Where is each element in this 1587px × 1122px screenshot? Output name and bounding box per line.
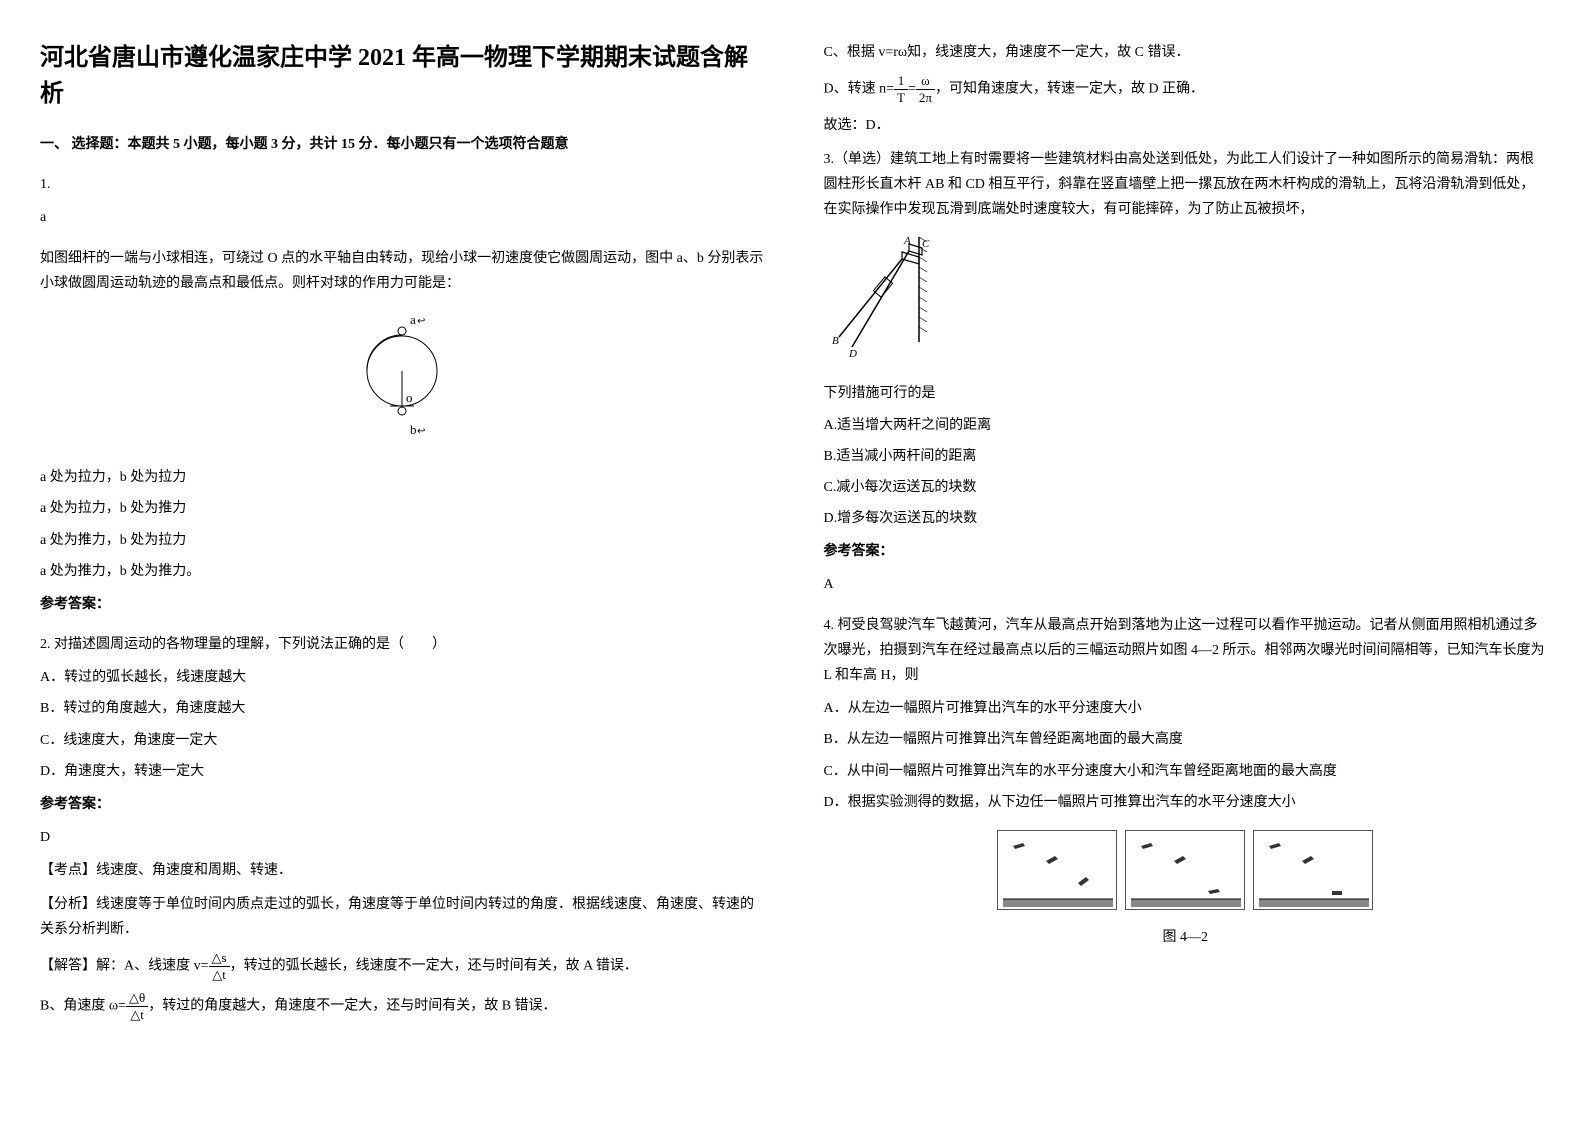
question-stem: 对描述圆周运动的各物理量的理解，下列说法正确的是（ ）: [54, 637, 446, 652]
label-a: a: [410, 312, 416, 327]
option-b: B.适当减小两杆间的距离: [824, 444, 1548, 469]
solve-b-pre: B、角速度: [40, 998, 109, 1013]
question-text: 2. 对描述圆周运动的各物理量的理解，下列说法正确的是（ ）: [40, 632, 764, 657]
question-2: 2. 对描述圆周运动的各物理量的理解，下列说法正确的是（ ） A．转过的弧长越长…: [40, 632, 764, 1022]
numerator: △θ: [126, 990, 148, 1007]
fraction: △θ△t: [126, 990, 148, 1022]
solve-a-pre: 【解答】解：A、线速度 v=: [40, 958, 209, 973]
option-a: A．转过的弧长越长，线速度越大: [40, 665, 764, 690]
label-o: o: [406, 390, 413, 405]
solve-d: D、转速 n=1T=ω2π，可知角速度大，转速一定大，故 D 正确．: [824, 73, 1548, 105]
question-1: 1. a 如图细杆的一端与小球相连，可绕过 O 点的水平轴自由转动，现给小球一初…: [40, 172, 764, 617]
label-b: b: [410, 422, 417, 437]
question-text: 3.（单选）建筑工地上有时需要将一些建筑材料由高处送到低处，为此工人们设计了一种…: [824, 147, 1548, 223]
section-header: 一、 选择题：本题共 5 小题，每小题 3 分，共计 15 分．每小题只有一个选…: [40, 132, 764, 157]
photo-figure-container: 图 4—2: [824, 830, 1548, 950]
answer-label: 参考答案：: [824, 539, 1548, 564]
option-b: B．从左边一幅照片可推算出汽车曾经距离地面的最大高度: [824, 727, 1548, 752]
option-b: a 处为拉力，b 处为推力: [40, 496, 764, 521]
photo-frame-1: [997, 830, 1117, 910]
fraction-1: 1T: [894, 73, 908, 105]
option-d: a 处为推力，b 处为推力。: [40, 559, 764, 584]
fraction: △s△t: [209, 950, 230, 982]
question-4: 4. 柯受良驾驶汽车飞越黄河，汽车从最高点开始到落地为止这一过程可以看作平抛运动…: [824, 613, 1548, 951]
solve-d-pre: D、转速 n=: [824, 82, 895, 97]
figure-label: 图 4—2: [824, 925, 1548, 950]
sub-letter: a: [40, 205, 764, 230]
question-text: 4. 柯受良驾驶汽车飞越黄河，汽车从最高点开始到落地为止这一过程可以看作平抛运动…: [824, 613, 1548, 689]
option-a: a 处为拉力，b 处为拉力: [40, 465, 764, 490]
option-d: D．根据实验测得的数据，从下边任一幅照片可推算出汽车的水平分速度大小: [824, 790, 1548, 815]
denominator: 2π: [916, 90, 935, 106]
svg-text:A: A: [903, 235, 911, 247]
option-a: A.适当增大两杆之间的距离: [824, 413, 1548, 438]
slide-diagram: A C B D: [824, 232, 964, 371]
denominator: T: [894, 90, 908, 106]
left-column: 河北省唐山市遵化温家庄中学 2021 年高一物理下学期期末试题含解析 一、 选择…: [40, 40, 764, 1037]
choice-intro: 下列措施可行的是: [824, 381, 1548, 406]
question-stem: （单选）建筑工地上有时需要将一些建筑材料由高处送到低处，为此工人们设计了一种如图…: [824, 152, 1535, 217]
numerator: 1: [894, 73, 908, 90]
svg-text:↩: ↩: [417, 426, 425, 437]
exam-title: 河北省唐山市遵化温家庄中学 2021 年高一物理下学期期末试题含解析: [40, 40, 764, 112]
option-d: D．角速度大，转速一定大: [40, 759, 764, 784]
photo-frame-2: [1125, 830, 1245, 910]
solve-a: 【解答】解：A、线速度 v=△s△t，转过的弧长越长，线速度不一定大，还与时间有…: [40, 950, 764, 982]
answer-label: 参考答案：: [40, 792, 764, 817]
question-number: 2.: [40, 637, 54, 652]
solve-b: B、角速度 ω=△θ△t，转过的角度越大，角速度不一定大，还与时间有关，故 B …: [40, 990, 764, 1022]
photo-diagram: [824, 830, 1548, 910]
question-3: 3.（单选）建筑工地上有时需要将一些建筑材料由高处送到低处，为此工人们设计了一种…: [824, 147, 1548, 598]
answer-value: D: [40, 825, 764, 850]
denominator: △t: [209, 967, 230, 983]
numerator: △s: [209, 950, 230, 967]
option-c: C．线速度大，角速度一定大: [40, 728, 764, 753]
option-b: B．转过的角度越大，角速度越大: [40, 696, 764, 721]
svg-text:D: D: [848, 348, 857, 360]
analysis-text: 【分析】线速度等于单位时间内质点走过的弧长，角速度等于单位时间内转过的角度．根据…: [40, 892, 764, 942]
question-number: 3.: [824, 152, 835, 167]
option-c: C．从中间一幅照片可推算出汽车的水平分速度大小和汽车曾经距离地面的最大高度: [824, 759, 1548, 784]
circle-diagram: a ↩ o b ↩: [342, 306, 462, 455]
answer-label: 参考答案：: [40, 592, 764, 617]
question-text: 如图细杆的一端与小球相连，可绕过 O 点的水平轴自由转动，现给小球一初速度使它做…: [40, 246, 764, 296]
option-c: a 处为推力，b 处为拉力: [40, 528, 764, 553]
analysis-topic: 【考点】线速度、角速度和周期、转速．: [40, 858, 764, 883]
denominator: △t: [126, 1007, 148, 1023]
answer-value: A: [824, 572, 1548, 597]
option-d: D.增多每次运送瓦的块数: [824, 506, 1548, 531]
solve-c: C、根据 v=rω知，线速度大，角速度不一定大，故 C 错误．: [824, 40, 1548, 65]
question-stem: 柯受良驾驶汽车飞越黄河，汽车从最高点开始到落地为止这一过程可以看作平抛运动。记者…: [824, 618, 1545, 683]
right-column: C、根据 v=rω知，线速度大，角速度不一定大，故 C 错误． D、转速 n=1…: [824, 40, 1548, 1037]
question-number: 1.: [40, 172, 764, 197]
photo-frame-3: [1253, 830, 1373, 910]
omega: ω=: [109, 998, 126, 1013]
option-c: C.减小每次运送瓦的块数: [824, 475, 1548, 500]
fraction-2: ω2π: [916, 73, 935, 105]
question-number: 4.: [824, 618, 838, 633]
conclusion: 故选：D．: [824, 113, 1548, 138]
svg-text:B: B: [832, 335, 839, 347]
numerator: ω: [916, 73, 935, 90]
solve-a-post: ，转过的弧长越长，线速度不一定大，还与时间有关，故 A 错误．: [230, 958, 638, 973]
solve-d-post: ，可知角速度大，转速一定大，故 D 正确．: [935, 82, 1204, 97]
equals: =: [908, 82, 916, 97]
solve-b-post: ，转过的角度越大，角速度不一定大，还与时间有关，故 B 错误．: [148, 998, 556, 1013]
svg-text:↩: ↩: [417, 316, 425, 327]
option-a: A．从左边一幅照片可推算出汽车的水平分速度大小: [824, 696, 1548, 721]
svg-text:C: C: [922, 238, 930, 250]
